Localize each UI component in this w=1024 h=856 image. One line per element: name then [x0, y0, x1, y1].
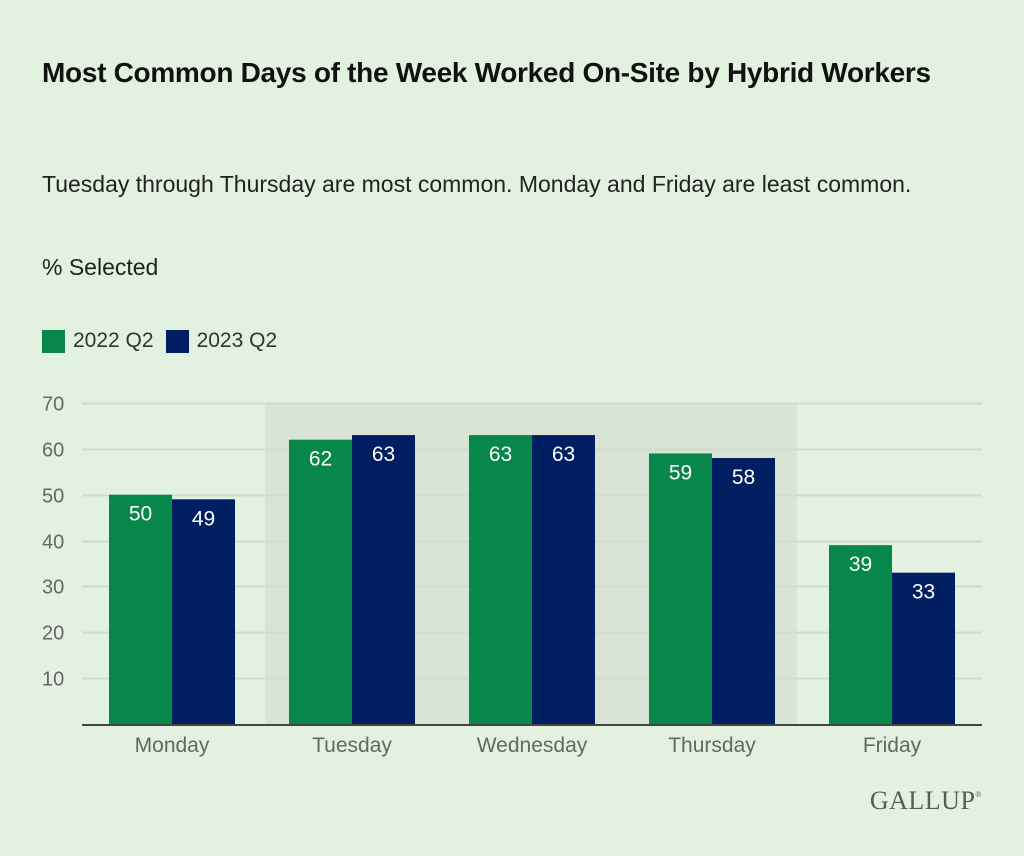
bar-thursday-2022-q2: [649, 453, 712, 724]
bar-thursday-2023-q2: [712, 458, 775, 724]
legend-item-2022: 2022 Q2: [42, 329, 154, 353]
bar-tuesday-2023-q2: [352, 435, 415, 724]
data-label-thursday-2022-q2: 59: [669, 461, 692, 484]
data-label-friday-2023-q2: 33: [912, 581, 935, 604]
logo-text: GALLUP: [869, 786, 976, 815]
data-label-monday-2023-q2: 49: [192, 507, 215, 530]
x-tick-label-thursday: Thursday: [668, 734, 756, 757]
y-tick-label-10: 10: [42, 669, 64, 691]
legend-label-2023: 2023 Q2: [196, 329, 278, 352]
data-label-wednesday-2022-q2: 63: [489, 443, 512, 466]
y-tick-label-60: 60: [42, 440, 64, 462]
bars: [109, 435, 955, 724]
bar-tuesday-2022-q2: [289, 439, 352, 724]
labels: 10 20 30 40 50 60 70 50 49 Monday 62 63 Tuesday 63 63 W…: [42, 394, 935, 758]
y-tick-label-20: 20: [42, 623, 64, 645]
data-label-friday-2022-q2: 39: [849, 553, 872, 576]
data-label-thursday-2023-q2: 58: [732, 466, 755, 489]
bar-friday-2022-q2: [829, 545, 892, 724]
y-tick-label-50: 50: [42, 486, 64, 508]
registered-mark: ®: [975, 790, 982, 799]
gallup-logo: GALLUP®: [870, 786, 982, 816]
x-tick-label-friday: Friday: [863, 734, 922, 757]
unit-label: % Selected: [42, 254, 159, 280]
data-label-tuesday-2023-q2: 63: [372, 443, 395, 466]
bar-wednesday-2022-q2: [469, 435, 532, 724]
data-label-tuesday-2022-q2: 62: [309, 448, 332, 471]
legend-label-2022: 2022 Q2: [73, 329, 154, 352]
x-tick-label-wednesday: Wednesday: [477, 734, 588, 757]
legend-swatch-2023: [165, 329, 189, 353]
chart-subtitle: Tuesday through Thursday are most common…: [42, 171, 912, 197]
y-tick-label-30: 30: [42, 577, 64, 599]
bar-wednesday-2023-q2: [532, 435, 595, 724]
data-label-monday-2022-q2: 50: [129, 503, 152, 526]
legend-item-2023: 2023 Q2: [165, 329, 278, 353]
y-tick-label-40: 40: [42, 532, 64, 554]
bar-monday-2023-q2: [172, 499, 235, 724]
legend-swatch-2022: [42, 329, 65, 353]
data-label-wednesday-2023-q2: 63: [552, 443, 575, 466]
chart-title: Most Common Days of the Week Worked On-S…: [42, 57, 931, 88]
bar-friday-2023-q2: [892, 572, 955, 724]
x-tick-label-tuesday: Tuesday: [312, 734, 392, 757]
x-tick-label-monday: Monday: [135, 734, 210, 757]
bar-monday-2022-q2: [109, 494, 172, 724]
legend: 2022 Q2 2023 Q2: [42, 329, 289, 353]
y-tick-label-70: 70: [42, 394, 64, 416]
